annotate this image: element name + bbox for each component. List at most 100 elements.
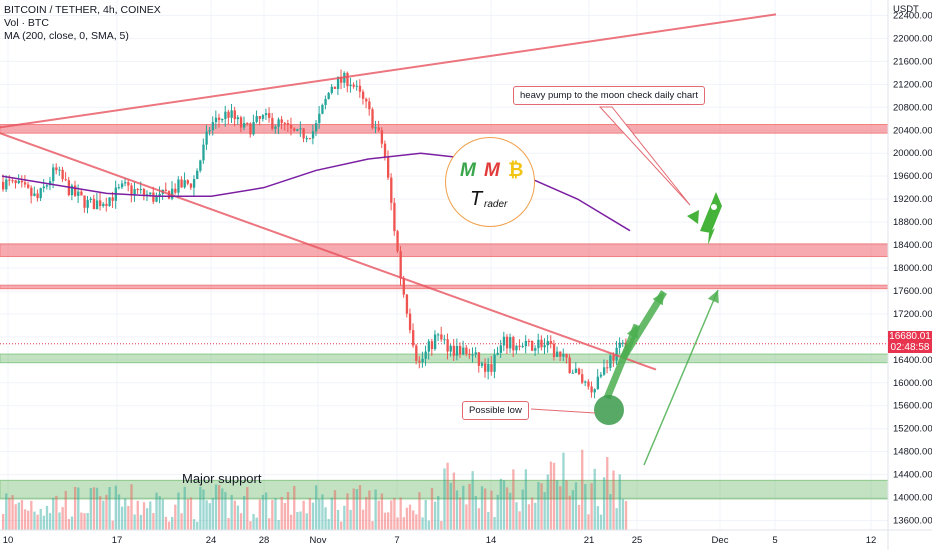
rocket-body	[700, 192, 722, 233]
candle	[23, 182, 27, 185]
ma-indicator-label[interactable]: MA (200, close, 0, SMA, 5)	[4, 30, 129, 42]
candle	[105, 203, 108, 206]
volume-bar	[408, 504, 412, 530]
candle	[493, 354, 496, 372]
candle	[587, 381, 590, 387]
volume-bar	[236, 505, 240, 530]
candle	[537, 339, 540, 349]
candle	[268, 113, 271, 118]
candle	[399, 251, 402, 279]
volume-bar	[336, 509, 340, 530]
volume-bar	[55, 495, 58, 530]
candle	[471, 354, 474, 356]
volume-bar	[111, 520, 114, 530]
candle	[502, 336, 506, 346]
resistance-zone	[0, 124, 889, 134]
volume-bar	[509, 492, 512, 530]
volume-bar	[70, 516, 74, 530]
candle	[308, 138, 312, 140]
volume-bar	[283, 502, 287, 530]
time-tick: Dec	[712, 535, 729, 546]
volume-bar	[490, 490, 493, 530]
volume-bar	[358, 485, 362, 530]
candle	[474, 352, 477, 355]
candle	[333, 86, 337, 89]
volume-bar	[52, 497, 55, 530]
volume-bar	[455, 490, 459, 530]
volume-bar	[258, 499, 261, 530]
volume-bar	[377, 500, 380, 530]
volume-bar	[142, 502, 146, 530]
volume-bar	[471, 471, 474, 530]
candle	[255, 116, 258, 122]
volume-bar	[368, 490, 371, 530]
logo-t: T	[470, 188, 483, 210]
price-tick: 15200.00	[893, 424, 932, 435]
price-tick: 21600.00	[893, 56, 932, 67]
candle	[299, 128, 302, 130]
volume-bar	[374, 489, 377, 530]
volume-indicator-label[interactable]: Vol · BTC	[4, 17, 49, 29]
volume-bar	[624, 501, 628, 530]
time-tick: Nov	[310, 535, 327, 546]
volume-bar	[618, 474, 621, 530]
candle	[577, 368, 581, 375]
volume-bar	[562, 452, 565, 530]
moving-average	[1, 152, 631, 232]
candle	[490, 364, 493, 372]
volume-bar	[39, 508, 42, 530]
volume-bar	[602, 477, 606, 530]
candle	[293, 128, 296, 131]
volume-bar	[42, 515, 46, 530]
volume-bar	[252, 513, 255, 530]
volume-bar	[158, 496, 161, 530]
candle	[14, 180, 17, 184]
candle	[302, 128, 305, 139]
volume-bar	[92, 487, 96, 530]
volume-bar	[315, 485, 318, 530]
candle	[139, 189, 143, 191]
volume-bar	[221, 488, 224, 530]
candle	[358, 85, 362, 92]
volume-bar	[556, 480, 559, 530]
possible-low-callout[interactable]: Possible low	[462, 401, 529, 420]
candle	[117, 187, 121, 189]
volume-bar	[399, 497, 402, 530]
volume-bar	[593, 468, 596, 530]
volume-bar	[155, 492, 158, 530]
possible-low-marker	[594, 395, 624, 425]
current-price-tag: 16680.01 02:48:58	[888, 331, 932, 353]
volume-bar	[268, 518, 271, 530]
arrow-up-long	[643, 289, 719, 466]
time-tick: 28	[259, 535, 270, 546]
volume-bar	[427, 520, 431, 530]
price-tick: 16400.00	[893, 355, 932, 366]
volume-bar	[208, 503, 211, 530]
volume-bar	[458, 497, 462, 530]
candle	[108, 197, 111, 206]
volume-bar	[405, 507, 409, 530]
support-zone-edge	[0, 497, 888, 500]
candle	[283, 122, 287, 124]
volume-bar	[271, 499, 274, 530]
volume-bar	[167, 521, 171, 530]
volume-bar	[552, 462, 556, 530]
candle	[568, 357, 571, 374]
volume-bar	[280, 496, 283, 530]
volume-bar	[27, 510, 30, 530]
arrow-up-2	[620, 290, 667, 360]
price-tick: 16000.00	[893, 378, 932, 389]
volume-bar	[487, 511, 490, 530]
time-tick: 12	[866, 535, 877, 546]
candle	[552, 343, 556, 357]
candle	[274, 126, 277, 129]
candle	[618, 342, 621, 348]
candle	[39, 188, 42, 199]
candle	[480, 363, 484, 366]
candle	[221, 119, 224, 121]
volume-bar	[286, 491, 290, 530]
descending-trend-line	[0, 132, 657, 371]
price-tick: 19200.00	[893, 194, 932, 205]
pump-callout[interactable]: heavy pump to the moon check daily chart	[513, 86, 705, 105]
